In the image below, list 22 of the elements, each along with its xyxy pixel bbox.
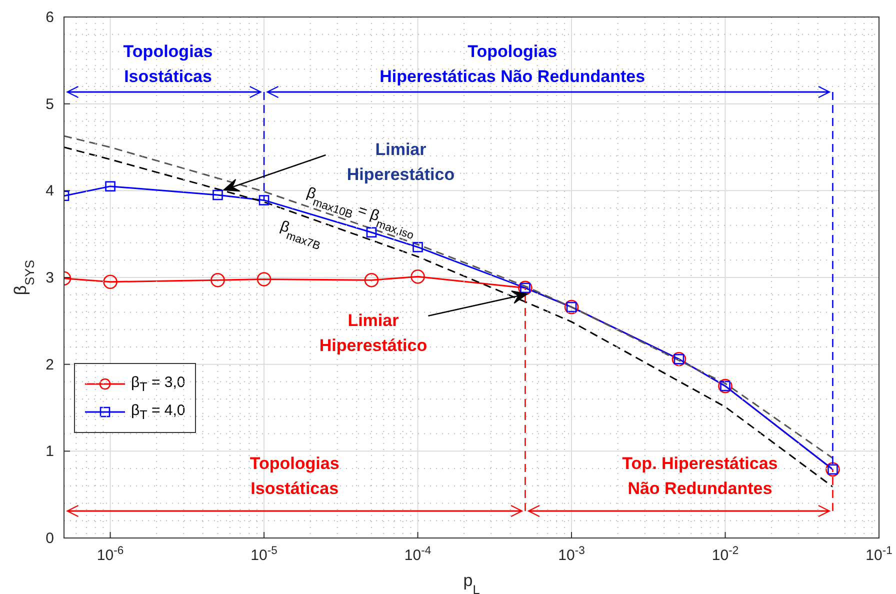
x-tick-label: 10$^{-4}$ [404, 545, 432, 564]
y-tick-label: 5 [46, 96, 54, 113]
x-axis-title: p$_{L}$ [463, 571, 480, 594]
annotation: Limiar Hiperestático [346, 140, 455, 184]
annotation: Limiar Hiperestático [319, 310, 428, 355]
y-tick-label: 2 [46, 356, 54, 374]
annotation: Topologias Hiperestáticas Não Redundantes [380, 42, 646, 86]
annotation: Top. Hiperestáticas Não Redundantes [622, 454, 778, 498]
y-tick-label: 4 [46, 182, 54, 200]
x-tick-label: 10$^{-6}$ [96, 545, 124, 564]
y-tick-label: 6 [46, 9, 54, 26]
x-tick-label: 10$^{-2}$ [712, 545, 739, 564]
annotation: Topologias Isostáticas [123, 42, 213, 86]
x-tick-label: 10$^{-5}$ [250, 545, 278, 564]
x-tick-label: 10$^{-3}$ [558, 545, 585, 564]
legend-label: β$_{T}$ = 3,0 [131, 374, 186, 394]
annotation: Topologias Isostáticas [250, 454, 340, 498]
y-tick-label: 3 [46, 270, 54, 286]
y-tick-label: 1 [46, 443, 54, 460]
x-tick-label: 10$^{-1}$ [866, 545, 892, 564]
legend-label: β$_{T}$ = 4,0 [131, 402, 186, 422]
y-tick-label: 0 [46, 530, 54, 547]
